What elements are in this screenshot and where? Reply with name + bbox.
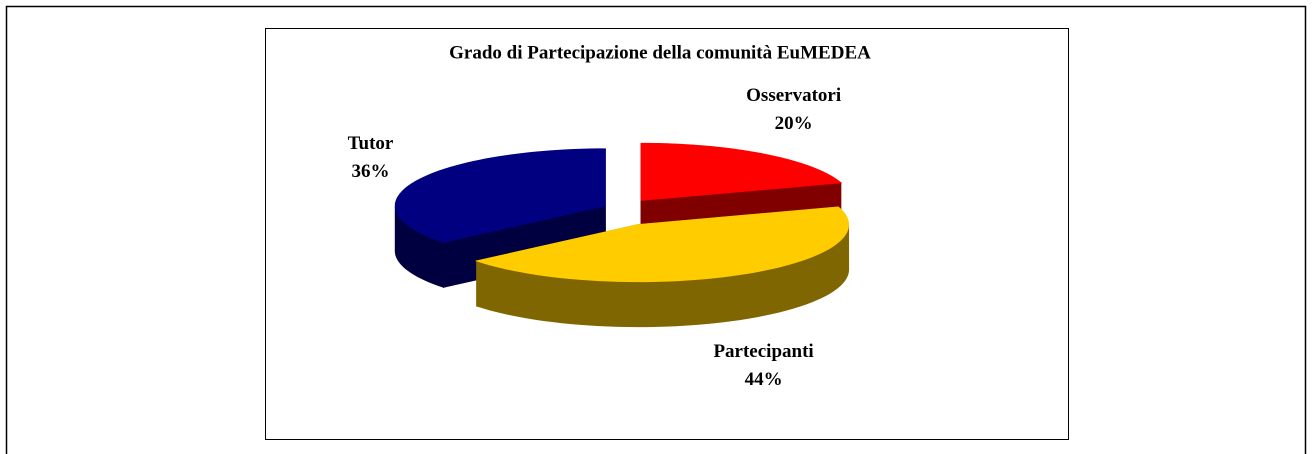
slice (640, 142, 843, 201)
slice-value-label: 36% (351, 161, 389, 182)
slice-label: Osservatori (746, 85, 841, 106)
slice (394, 148, 606, 243)
slice-value-label: 44% (745, 369, 783, 390)
pie (394, 142, 850, 328)
page-frame (5, 5, 1307, 454)
slice (474, 206, 850, 283)
slice-label: Partecipanti (713, 341, 813, 362)
chart-title: Grado di Partecipazione della comunità E… (449, 42, 871, 63)
slice-value-label: 20% (775, 113, 813, 134)
slice-label: Tutor (348, 133, 394, 154)
